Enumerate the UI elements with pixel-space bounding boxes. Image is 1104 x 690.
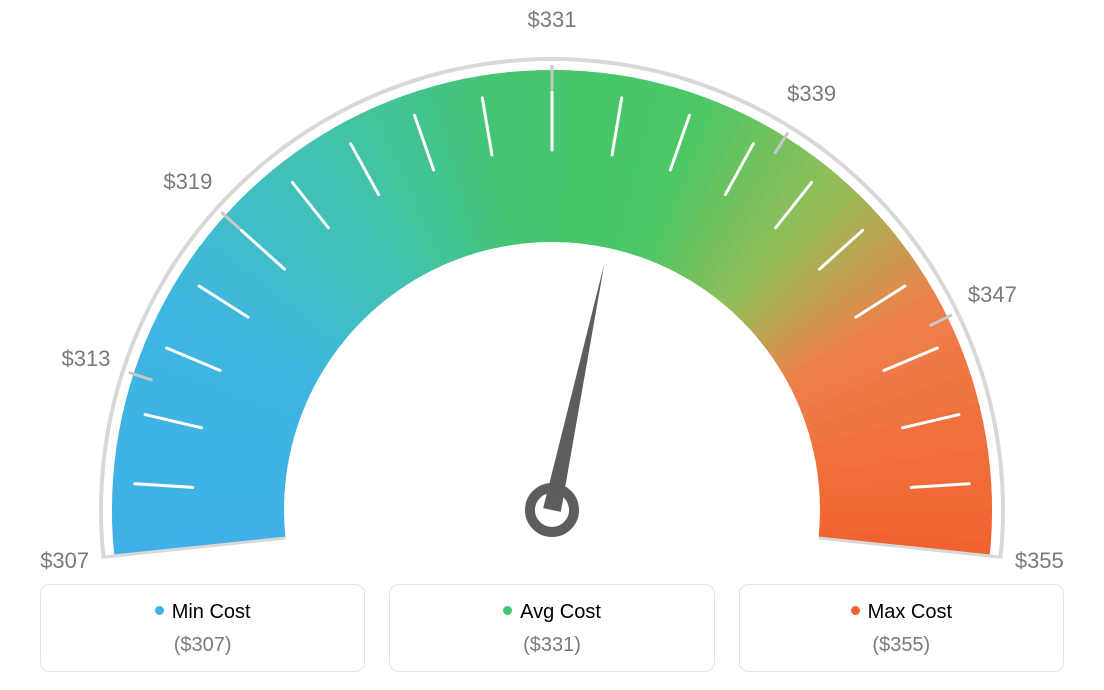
legend-title-min: Min Cost [53,601,352,624]
gauge-tick-label: $355 [1015,548,1064,574]
legend-title-avg-text: Avg Cost [520,601,601,623]
gauge-tick-label: $339 [787,81,836,107]
legend-title-min-text: Min Cost [172,601,251,623]
gauge-chart: $307$313$319$331$339$347$355 [0,0,1104,560]
gauge-tick-label: $347 [968,282,1017,308]
legend-value-max: ($355) [752,634,1051,657]
gauge-tick-label: $307 [40,548,89,574]
legend-title-avg: Avg Cost [402,601,701,624]
legend-card-avg: Avg Cost ($331) [389,584,714,672]
dot-icon [503,606,512,615]
legend-title-max-text: Max Cost [868,601,952,623]
legend-value-min: ($307) [53,634,352,657]
legend-value-avg: ($331) [402,634,701,657]
gauge-tick-label: $319 [163,169,212,195]
gauge-tick-label: $331 [528,7,577,33]
legend-title-max: Max Cost [752,601,1051,624]
legend-card-max: Max Cost ($355) [739,584,1064,672]
gauge-svg [0,0,1104,560]
gauge-tick-label: $313 [61,346,110,372]
legend-card-min: Min Cost ($307) [40,584,365,672]
legend-row: Min Cost ($307) Avg Cost ($331) Max Cost… [0,584,1104,672]
dot-icon [155,606,164,615]
dot-icon [851,606,860,615]
